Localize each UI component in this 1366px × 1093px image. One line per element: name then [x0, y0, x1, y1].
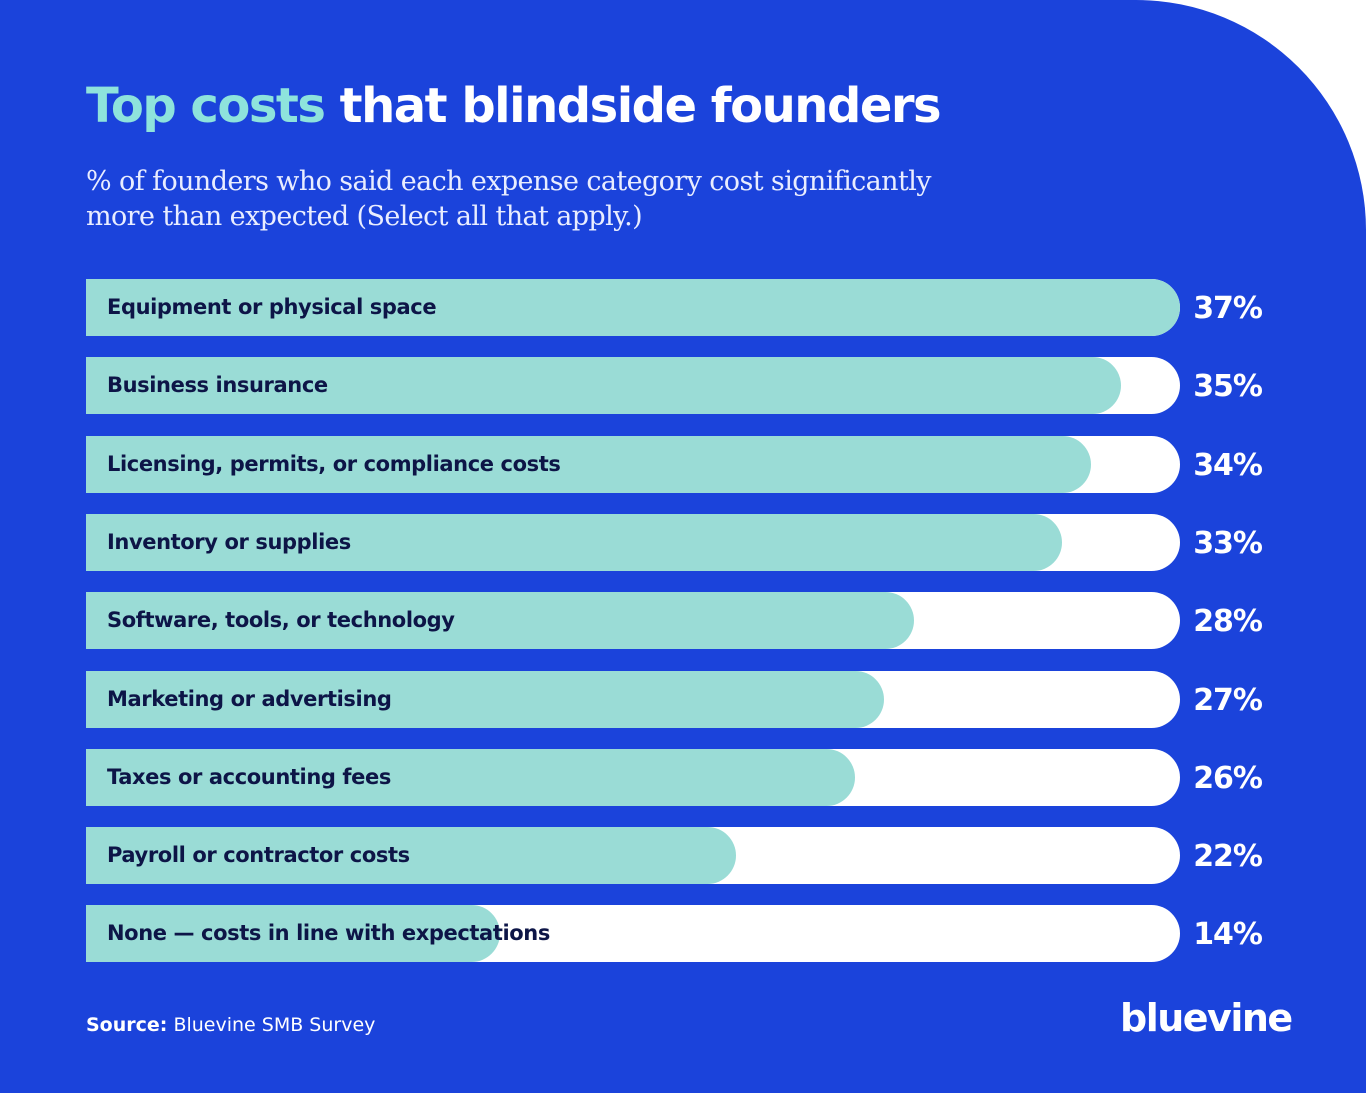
- bar-row: Licensing, permits, or compliance costs 3…: [86, 436, 1276, 493]
- bar-value-label: 37%: [1193, 291, 1263, 326]
- source-text: Bluevine SMB Survey: [173, 1014, 376, 1036]
- title-rest: that blindside founders: [339, 78, 942, 134]
- title-accent: Top costs: [86, 78, 326, 134]
- bar-value-label: 26%: [1193, 761, 1263, 796]
- source-note: Source: Bluevine SMB Survey: [86, 1014, 375, 1036]
- bar: [86, 827, 736, 884]
- bar-label: Software, tools, or technology: [107, 608, 455, 632]
- bar-row: Business insurance 35%: [86, 357, 1276, 414]
- bar-label: Inventory or supplies: [107, 530, 351, 554]
- bar: [86, 749, 855, 806]
- bar-row: Taxes or accounting fees 26%: [86, 749, 1276, 806]
- bar-value-label: 14%: [1193, 917, 1263, 952]
- bar-label: Marketing or advertising: [107, 687, 392, 711]
- bar-row: Equipment or physical space 37%: [86, 279, 1276, 336]
- bar: [86, 592, 914, 649]
- bar-value-label: 33%: [1193, 526, 1263, 561]
- bar-value-label: 35%: [1193, 369, 1263, 404]
- bar-row: Payroll or contractor costs 22%: [86, 827, 1276, 884]
- chart-title: Top costs that blindside founders: [86, 74, 942, 138]
- bar-value-label: 28%: [1193, 604, 1263, 639]
- bar-label: Taxes or accounting fees: [107, 765, 391, 789]
- bar: [86, 436, 1091, 493]
- source-label: Source:: [86, 1014, 168, 1036]
- bar-label: Business insurance: [107, 373, 328, 397]
- bar-value-label: 22%: [1193, 839, 1263, 874]
- bar-row: Marketing or advertising 27%: [86, 671, 1276, 728]
- bar-chart: Equipment or physical space 37% Business i…: [86, 279, 1276, 969]
- bar: [86, 514, 1062, 571]
- bar-row: Software, tools, or technology 28%: [86, 592, 1276, 649]
- bar-label: Payroll or contractor costs: [107, 843, 410, 867]
- chart-subtitle: % of founders who said each expense cate…: [86, 166, 932, 232]
- bar-value-label: 34%: [1193, 448, 1263, 483]
- bar-value-label: 27%: [1193, 683, 1263, 718]
- bar: [86, 357, 1121, 414]
- bar: [86, 671, 884, 728]
- bar: [86, 905, 500, 962]
- bar-row: None — costs in line with expectations 14…: [86, 905, 1276, 962]
- bar-label: None — costs in line with expectations: [107, 921, 550, 945]
- bar-label: Licensing, permits, or compliance costs: [107, 452, 561, 476]
- bar-row: Inventory or supplies 33%: [86, 514, 1276, 571]
- bar: [86, 279, 1180, 336]
- bluevine-logo: bluevine: [1120, 996, 1293, 1040]
- bar-label: Equipment or physical space: [107, 295, 437, 319]
